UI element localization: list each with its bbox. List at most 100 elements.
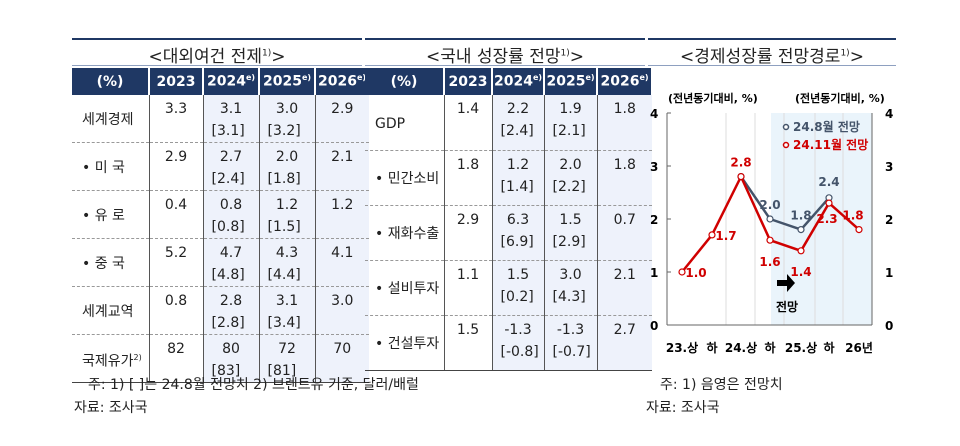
header-text: 2026 (317, 73, 357, 90)
data-point (737, 173, 745, 181)
title-end: > (569, 47, 585, 67)
left-table-title: <대외여건 전제1)> (72, 38, 362, 67)
row-label-text: • 건설투자 (375, 336, 440, 352)
value-2025: -1.3 [-0.7] (544, 315, 598, 371)
column-header: 2023 (149, 68, 204, 95)
value-2026: 1.8 (597, 150, 652, 206)
mid-table: (%) 2023 2024e) 2025e) 2026e) GDP 1.4 2.2 [2.4] 1… (365, 68, 653, 371)
value-2024: 4.7 [4.8] (203, 238, 260, 287)
divider (72, 65, 362, 66)
y-tick-left: 1 (650, 266, 658, 280)
current-forecast: 3.1 (219, 101, 243, 117)
data-point (855, 226, 863, 234)
previous-forecast: [2.4] (500, 123, 534, 139)
row-label: • 중 국 (72, 238, 150, 287)
value-2026: 70 (315, 334, 369, 383)
x-tick: 24.상 (725, 340, 757, 355)
previous-forecast: [1.8] (267, 171, 301, 187)
row-label-text: • 설비투자 (375, 281, 440, 297)
row-label-text: • 유 로 (82, 208, 125, 224)
previous-forecast: [83] (211, 363, 241, 379)
data-label: 1.6 (759, 255, 780, 269)
value-2023: 3.3 (149, 95, 204, 143)
header-row: (%) 2023 2024e) 2025e) 2026e) (72, 68, 370, 95)
value-2025: 1.2 [1.5] (259, 190, 316, 239)
data-point (797, 226, 805, 234)
legend-entry: 24.11월 전망 (793, 137, 868, 152)
data-point (766, 215, 774, 223)
data-label: 1.4 (790, 265, 811, 279)
legend-marker (782, 123, 790, 131)
previous-forecast: [2.8] (211, 315, 245, 331)
mid-table-title: <국내 성장률 전망1)> (365, 38, 645, 67)
divider (365, 65, 645, 66)
current-forecast: 4.3 (275, 245, 299, 261)
data-label: 1.7 (715, 229, 736, 243)
column-header: 2026e) (315, 68, 370, 95)
current-forecast: 2.8 (219, 293, 243, 309)
table-row: • 중 국 5.2 4.7 [4.8] 4.3 [4.4] 4.1 (72, 238, 369, 287)
value-2025: 3.0 [3.2] (259, 95, 316, 143)
value-2025: 1.9 [2.1] (544, 95, 598, 151)
value-2025: 4.3 [4.4] (259, 238, 316, 287)
estimate-mark: e) (245, 73, 256, 83)
column-header: 2024e) (203, 68, 260, 95)
title-text: <대외여건 전제 (148, 47, 263, 67)
value-2024: 3.1 [3.1] (203, 95, 260, 143)
x-tick: 하 (706, 340, 717, 355)
previous-forecast: [4.8] (211, 267, 245, 283)
row-label-text: GDP (375, 115, 406, 132)
y-tick-right: 0 (885, 319, 893, 333)
value-2026: 0.7 (597, 205, 652, 261)
previous-forecast: [2.2] (552, 178, 586, 195)
current-forecast: 3.1 (275, 293, 299, 309)
left-table: (%) 2023 2024e) 2025e) 2026e) 세계경제 3.3 3.1 [3.1]… (72, 68, 370, 383)
value-2024: 2.8 [2.8] (203, 286, 260, 335)
value-2025: 72 [81] (259, 334, 316, 383)
left-source: 자료: 조사국 (74, 400, 148, 416)
value-2023: 1.1 (444, 260, 493, 316)
x-tick: 23.상 (666, 340, 698, 355)
previous-forecast: [-0.7] (552, 343, 591, 360)
header-text: (%) (390, 73, 418, 90)
value-2024: 0.8 [0.8] (203, 190, 260, 239)
y-tick-left: 3 (650, 160, 658, 174)
previous-forecast: [3.4] (267, 315, 301, 331)
arrow-icon (777, 274, 795, 292)
header-row: (%) 2023 2024e) 2025e) 2026e) (365, 68, 653, 95)
table-row: • 미 국 2.9 2.7 [2.4] 2.0 [1.8] 2.1 (72, 142, 369, 191)
header-text: 2025 (546, 73, 586, 90)
table-row: GDP 1.4 2.2 [2.4] 1.9 [2.1] 1.8 (365, 95, 652, 151)
estimate-mark: e) (585, 73, 595, 83)
data-label: 2.3 (816, 212, 837, 226)
table-row: • 유 로 0.4 0.8 [0.8] 1.2 [1.5] 1.2 (72, 190, 369, 239)
row-label-text: 국제유가 (82, 353, 134, 370)
forecast-label: 전망 (776, 299, 798, 314)
title-end: > (271, 47, 286, 67)
column-header: 2025e) (544, 68, 598, 95)
value-2025: 2.0 [2.2] (544, 150, 598, 206)
previous-forecast: [1.5] (267, 219, 301, 235)
estimate-mark: e) (356, 73, 367, 83)
current-forecast: 1.9 (559, 101, 582, 117)
previous-forecast: [2.4] (211, 171, 245, 187)
y-label-left: (전년동기대비, %) (668, 91, 758, 105)
previous-forecast: [2.1] (552, 123, 586, 139)
current-forecast: 3.0 (559, 266, 582, 283)
value-2026: 2.9 (315, 95, 369, 143)
value-2024: 6.3 [6.9] (492, 205, 545, 261)
current-forecast: 1.5 (506, 266, 530, 283)
title-text: <국내 성장률 전망 (425, 47, 561, 67)
current-forecast: 1.5 (559, 211, 582, 228)
table-row: 국제유가2) 82 80 [83] 72 [81] 70 (72, 334, 369, 383)
row-label-text: • 민간소비 (375, 171, 440, 187)
title-text: <경제성장률 전망경로 (680, 47, 841, 67)
current-forecast: 3.0 (275, 101, 299, 117)
value-2024: 2.2 [2.4] (492, 95, 545, 151)
value-2026: 4.1 (315, 238, 369, 287)
previous-forecast: [2.9] (552, 233, 586, 250)
left-footnote: 주: 1) [ ]는 24.8월 전망치 2) 브렌트유 기준, 달러/배럴 (88, 377, 419, 393)
value-2023: 1.5 (444, 315, 493, 371)
title-footnote: 1) (262, 48, 272, 59)
